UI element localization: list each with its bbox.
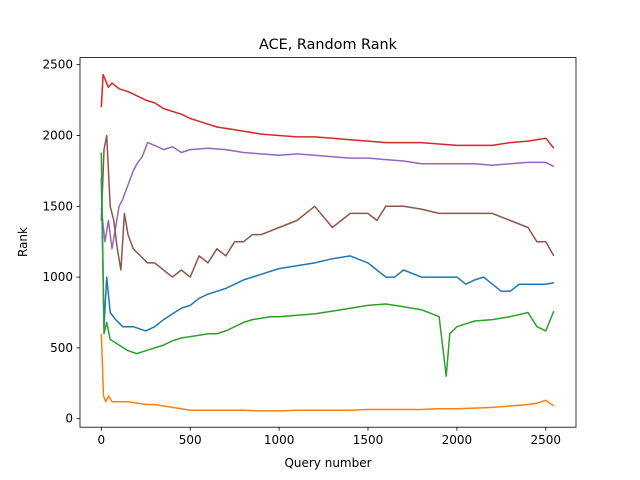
series-line-1 xyxy=(100,73,555,149)
series-line-3 xyxy=(100,134,555,278)
x-tick-label: 1000 xyxy=(264,433,295,447)
y-tick-label: 0 xyxy=(65,412,73,426)
plot-frame xyxy=(79,57,577,428)
y-tick-label: 2500 xyxy=(42,58,73,72)
y-tick-label: 1000 xyxy=(42,270,73,284)
y-tick-label: 1500 xyxy=(42,199,73,213)
x-tick-label: 500 xyxy=(179,433,202,447)
series-line-6 xyxy=(100,333,555,412)
series-layer xyxy=(100,73,555,412)
y-axis: 0 500 1000 1500 2000 2500 xyxy=(42,58,80,426)
x-axis: 0 500 1000 1500 2000 2500 xyxy=(98,427,562,447)
y-axis-label: Rank xyxy=(16,227,30,257)
x-axis-label: Query number xyxy=(284,456,371,470)
series-line-5 xyxy=(100,152,555,377)
x-tick-label: 2500 xyxy=(531,433,562,447)
x-tick-label: 2000 xyxy=(442,433,473,447)
series-line-2 xyxy=(100,141,555,250)
x-tick-label: 1500 xyxy=(353,433,384,447)
x-tick-label: 0 xyxy=(98,433,106,447)
series-line-4 xyxy=(100,177,554,332)
chart-title: ACE, Random Rank xyxy=(259,37,398,53)
y-tick-label: 500 xyxy=(50,341,73,355)
y-tick-label: 2000 xyxy=(42,128,73,142)
